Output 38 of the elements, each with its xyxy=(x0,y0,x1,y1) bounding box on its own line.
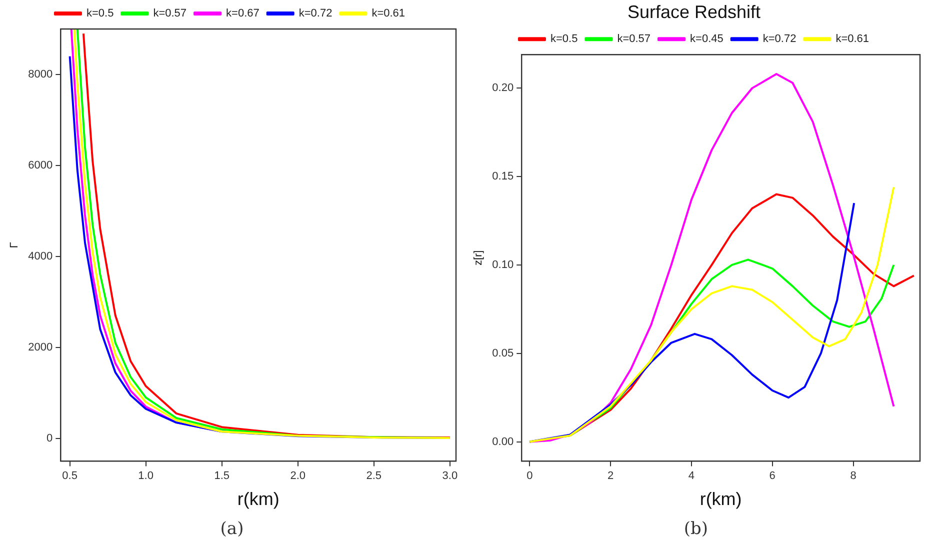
legend-label: k=0.5 xyxy=(550,33,578,46)
legend-label: k=0.72 xyxy=(762,33,796,46)
chart-title: Surface Redshift xyxy=(627,2,761,22)
legend-label: k=0.5 xyxy=(86,8,114,20)
y-tick-label: 0.20 xyxy=(492,82,514,94)
y-tick-label: 0.00 xyxy=(492,436,514,448)
x-tick-label: 2.0 xyxy=(290,470,306,482)
y-tick-label: 0.10 xyxy=(492,259,514,272)
x-axis-title: r(km) xyxy=(237,489,280,510)
text: (a) xyxy=(219,519,245,539)
x-tick-label: 0 xyxy=(526,470,533,482)
legend-label: k=0.61 xyxy=(372,8,406,20)
x-tick-label: 2.5 xyxy=(366,470,382,482)
y-axis-title: z[r] xyxy=(472,250,485,266)
y-tick-label: 6000 xyxy=(28,160,53,172)
legend-label: k=0.45 xyxy=(690,33,724,46)
legend-label: k=0.57 xyxy=(617,33,651,46)
y-tick-label: 0.05 xyxy=(492,347,514,360)
y-tick-label: 0.15 xyxy=(492,170,514,183)
y-tick-label: 0 xyxy=(46,432,53,444)
x-tick-label: 2 xyxy=(608,470,614,482)
x-tick-label: 0.5 xyxy=(62,470,78,482)
x-tick-label: 4 xyxy=(688,470,695,482)
legend-label: k=0.72 xyxy=(298,8,332,20)
y-tick-label: 2000 xyxy=(28,341,53,354)
x-tick-label: 1.0 xyxy=(138,470,154,482)
x-tick-label: 6 xyxy=(769,470,776,482)
legend-label: k=0.67 xyxy=(226,8,260,20)
y-tick-label: 4000 xyxy=(28,250,53,263)
x-axis-title: r(km) xyxy=(700,489,742,510)
legend-label: k=0.61 xyxy=(836,33,870,46)
text: (b) xyxy=(682,519,710,539)
legend-label: k=0.57 xyxy=(153,8,187,20)
x-tick-label: 1.5 xyxy=(214,470,230,482)
x-tick-label: 3.0 xyxy=(442,470,458,482)
y-axis-title: Γ xyxy=(8,242,21,248)
y-tick-label: 8000 xyxy=(28,68,53,81)
x-tick-label: 8 xyxy=(850,470,856,482)
